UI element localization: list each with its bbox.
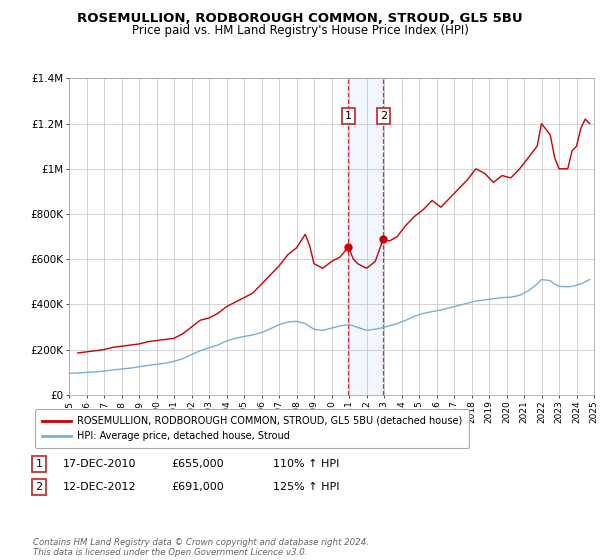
Text: £655,000: £655,000 xyxy=(171,459,224,469)
Text: ROSEMULLION, RODBOROUGH COMMON, STROUD, GL5 5BU: ROSEMULLION, RODBOROUGH COMMON, STROUD, … xyxy=(77,12,523,25)
Text: £691,000: £691,000 xyxy=(171,482,224,492)
Text: 17-DEC-2010: 17-DEC-2010 xyxy=(63,459,137,469)
Text: Contains HM Land Registry data © Crown copyright and database right 2024.
This d: Contains HM Land Registry data © Crown c… xyxy=(33,538,369,557)
Bar xyxy=(349,78,383,395)
Text: 12-DEC-2012: 12-DEC-2012 xyxy=(63,482,137,492)
Text: Price paid vs. HM Land Registry's House Price Index (HPI): Price paid vs. HM Land Registry's House … xyxy=(131,24,469,36)
Text: 2: 2 xyxy=(380,111,387,122)
Text: 110% ↑ HPI: 110% ↑ HPI xyxy=(273,459,340,469)
Text: 1: 1 xyxy=(345,111,352,122)
Legend: ROSEMULLION, RODBOROUGH COMMON, STROUD, GL5 5BU (detached house), HPI: Average p: ROSEMULLION, RODBOROUGH COMMON, STROUD, … xyxy=(35,409,469,448)
Text: 1: 1 xyxy=(35,459,43,469)
Text: 2: 2 xyxy=(35,482,43,492)
Text: 125% ↑ HPI: 125% ↑ HPI xyxy=(273,482,340,492)
